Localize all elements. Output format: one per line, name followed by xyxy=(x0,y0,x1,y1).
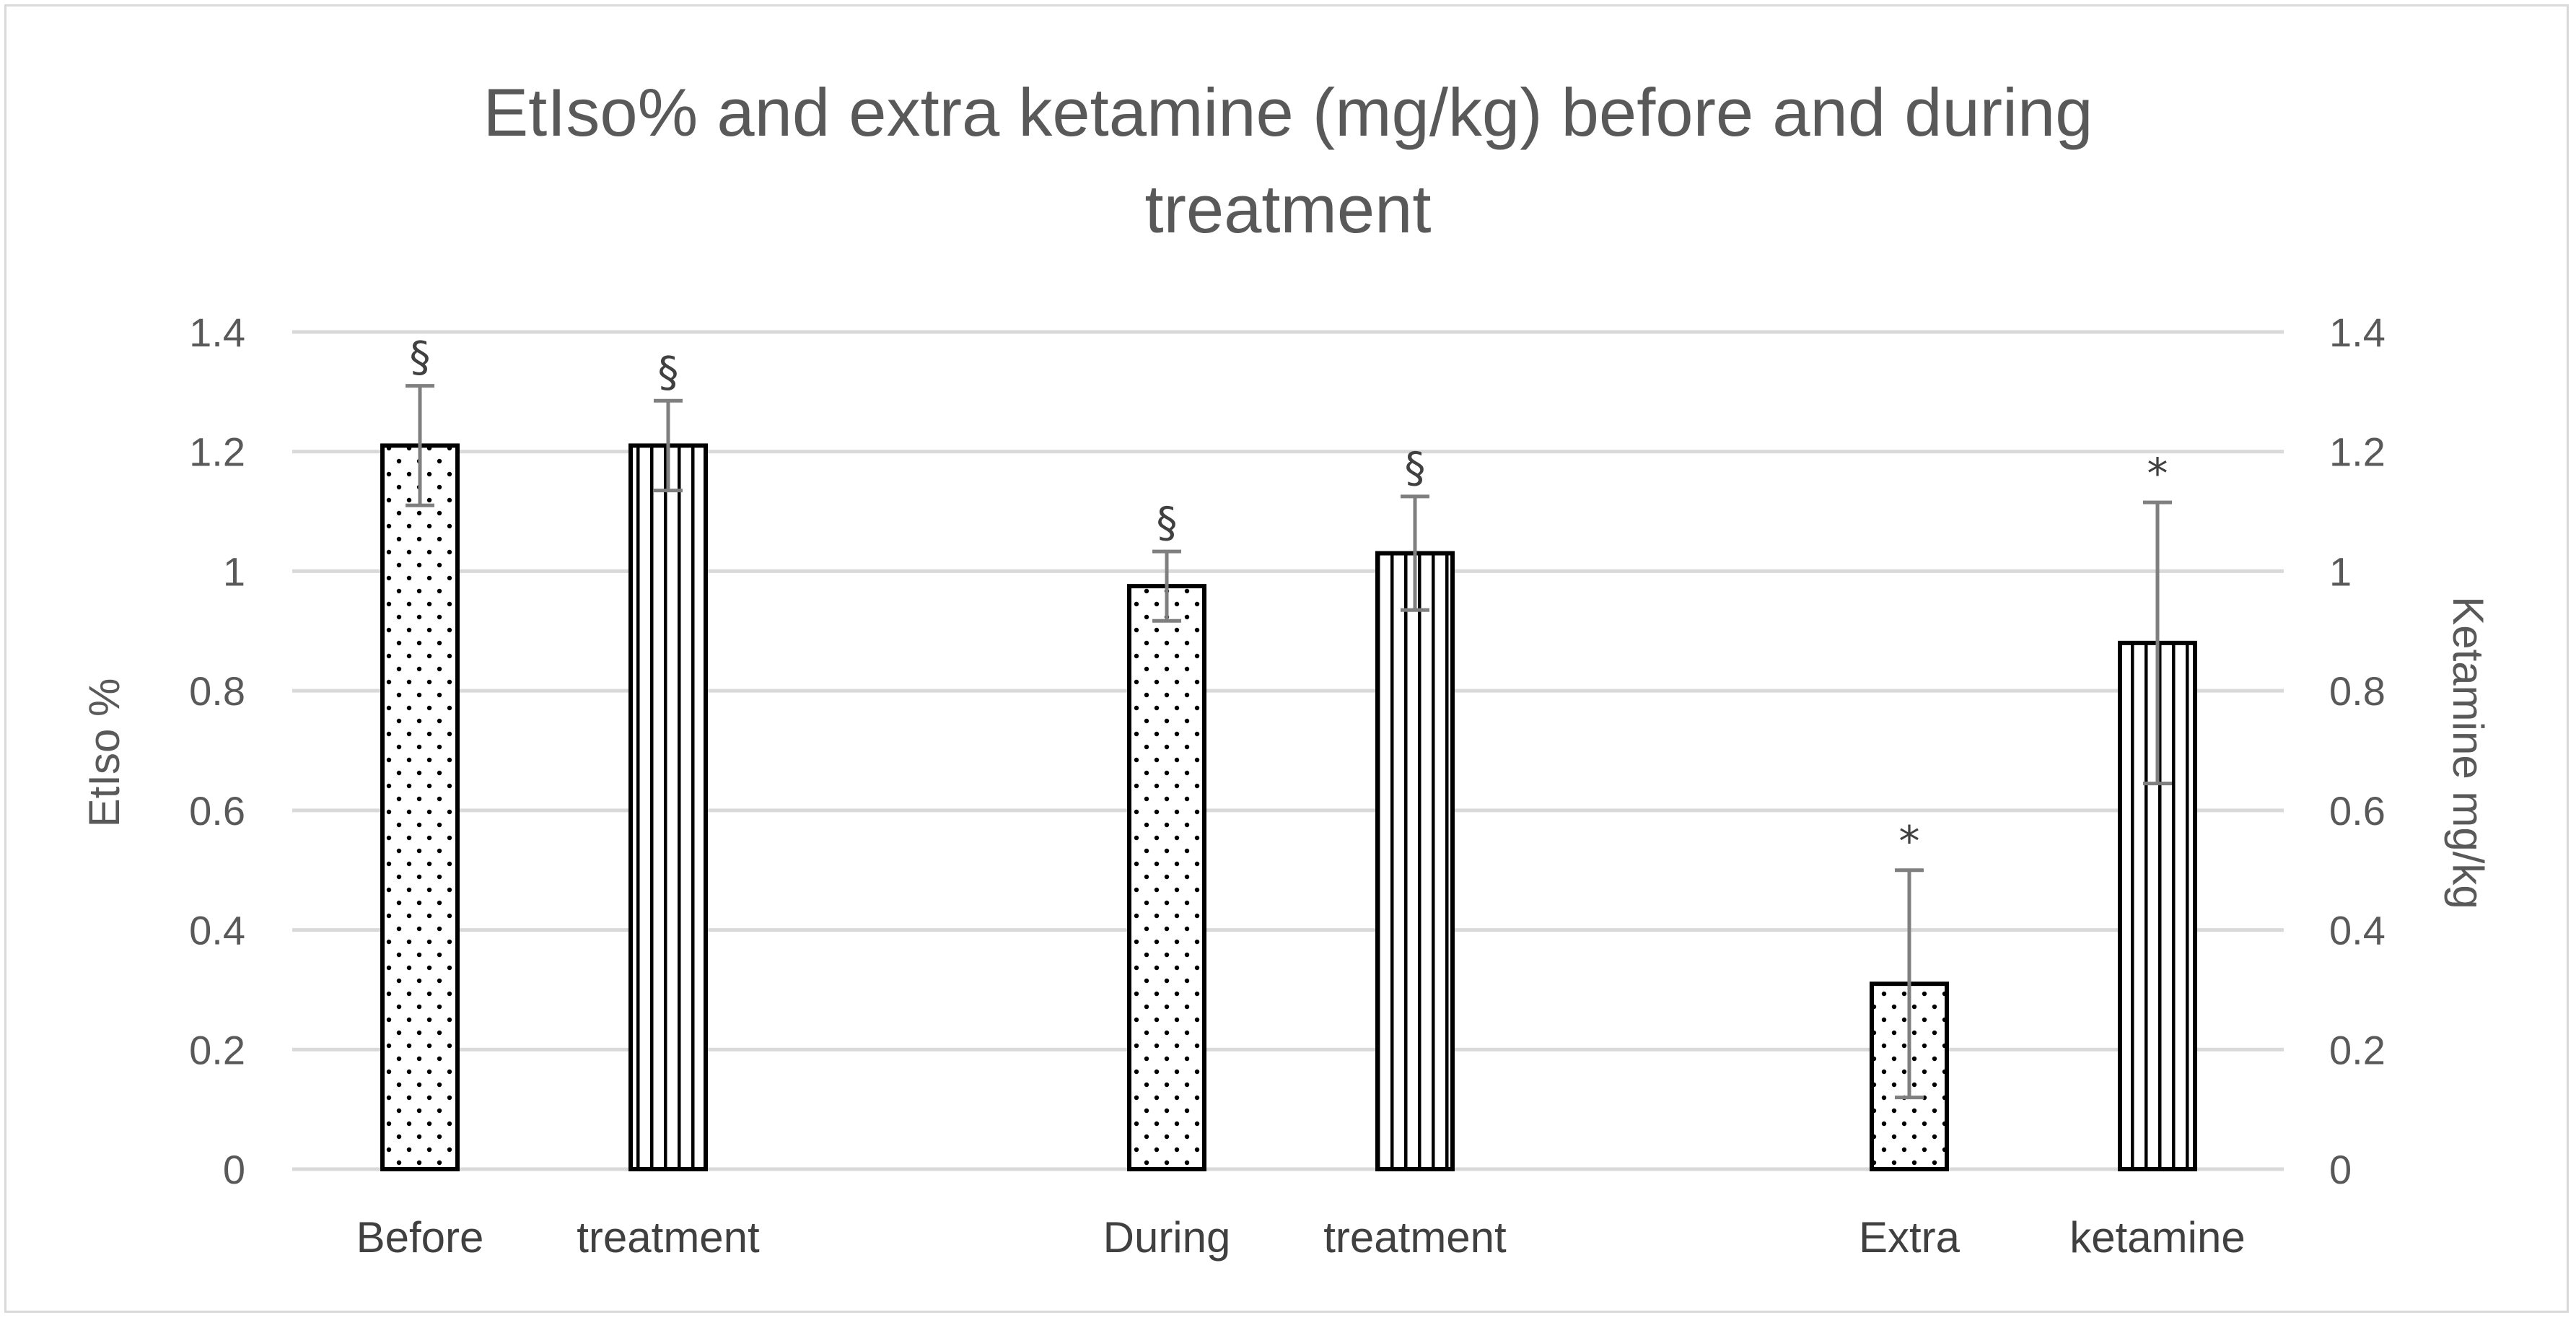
left-y-axis: 0 0.2 0.4 0.6 0.8 1 1.2 1.4 xyxy=(189,310,245,1192)
significance-marker: § xyxy=(410,333,431,382)
right-y-axis: 0 0.2 0.4 0.6 0.8 1 1.2 1.4 xyxy=(2329,310,2386,1192)
right-tick-label: 1.4 xyxy=(2329,310,2386,355)
left-tick-label: 0.4 xyxy=(189,908,245,953)
right-tick-label: 0.4 xyxy=(2329,908,2386,953)
left-tick-label: 0.6 xyxy=(189,788,245,834)
x-axis-labels: Before treatment During treatment Extra ketam… xyxy=(356,1213,2246,1262)
right-tick-label: 0.6 xyxy=(2329,788,2386,834)
significance-marker: * xyxy=(1899,817,1920,866)
bars: § § § § * * xyxy=(380,333,2197,1171)
bar xyxy=(628,443,708,1171)
significance-marker: § xyxy=(1405,443,1426,492)
category-label: Before xyxy=(356,1213,484,1262)
category-label: treatment xyxy=(577,1213,760,1262)
significance-marker: § xyxy=(1157,498,1178,547)
left-tick-label: 1.4 xyxy=(189,310,245,355)
right-tick-label: 1 xyxy=(2329,548,2352,594)
significance-marker: § xyxy=(658,347,679,396)
left-tick-label: 0.2 xyxy=(189,1027,245,1072)
bar xyxy=(380,443,460,1171)
chart-title-line-2: treatment xyxy=(1144,171,1431,247)
category-label: Extra xyxy=(1859,1213,1961,1262)
category-label: During xyxy=(1103,1213,1231,1262)
bar xyxy=(1127,584,1206,1171)
left-tick-label: 0 xyxy=(223,1147,245,1192)
bar xyxy=(1375,551,1455,1171)
right-tick-label: 0.2 xyxy=(2329,1027,2386,1072)
right-tick-label: 0 xyxy=(2329,1147,2352,1192)
left-tick-label: 1 xyxy=(223,548,245,594)
gridlines xyxy=(292,330,2284,1171)
chart-title-line-1: EtIso% and extra ketamine (mg/kg) before… xyxy=(483,74,2093,150)
right-axis-title: Ketamine mg/kg xyxy=(2444,596,2492,909)
left-tick-label: 1.2 xyxy=(189,429,245,475)
right-tick-label: 0.8 xyxy=(2329,668,2386,714)
category-label: treatment xyxy=(1323,1213,1507,1262)
right-tick-label: 1.2 xyxy=(2329,429,2386,475)
category-label: ketamine xyxy=(2069,1213,2245,1262)
significance-marker: * xyxy=(2147,449,2168,498)
left-axis-title: EtIso % xyxy=(80,678,128,828)
left-tick-label: 0.8 xyxy=(189,668,245,714)
